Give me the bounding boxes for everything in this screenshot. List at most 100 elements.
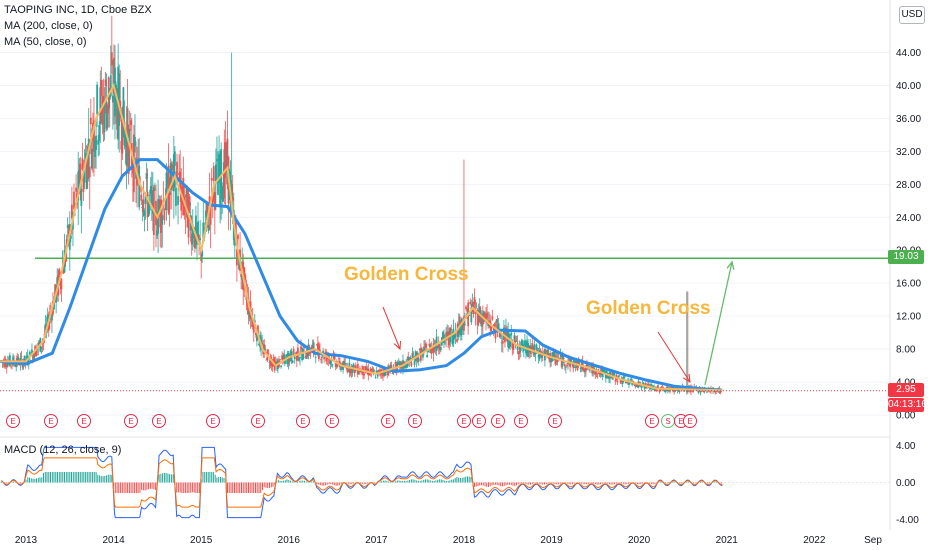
candle-body: [621, 381, 624, 384]
candle-body: [617, 375, 620, 379]
candle-body: [199, 238, 202, 241]
candle-body: [495, 319, 498, 323]
candle-body: [220, 149, 223, 194]
candle-body: [178, 173, 181, 176]
time-tick-label: 2022: [803, 535, 826, 546]
candle-body: [113, 57, 115, 94]
candle-body: [714, 390, 717, 393]
candle-body: [522, 348, 525, 351]
candle-body: [121, 107, 124, 154]
candle-body: [134, 136, 136, 147]
candle-body: [480, 313, 483, 327]
candle-body: [103, 102, 106, 133]
candle-body: [120, 140, 123, 150]
earnings-marker: [514, 414, 528, 428]
candle-body: [88, 166, 91, 178]
candle-body: [46, 314, 49, 325]
candle-body: [309, 350, 312, 354]
macd-tick-label: -4.00: [896, 515, 919, 526]
candle-body: [408, 357, 411, 362]
earnings-marker: [457, 414, 471, 428]
time-tick-label: 2021: [716, 535, 739, 546]
candle-body: [23, 355, 26, 365]
macd-axis: 4.00 0.00 -4.00: [896, 441, 919, 526]
candle-body: [602, 368, 605, 372]
candle-body: [488, 320, 491, 323]
candle-body: [341, 365, 343, 369]
earnings-marker: [206, 414, 220, 428]
candle-body: [283, 354, 286, 360]
earnings-marker: [124, 414, 138, 428]
candle-body: [459, 326, 462, 336]
candle-body: [636, 386, 639, 388]
candle-body: [104, 79, 107, 87]
candle-body: [329, 360, 332, 365]
candle-body: [483, 311, 485, 322]
candle-body: [570, 359, 573, 363]
candle-body: [352, 363, 355, 368]
earnings-marker: [472, 414, 486, 428]
candle-body: [221, 190, 224, 200]
candle-body: [424, 344, 426, 346]
candle-body: [391, 373, 394, 375]
candle-body: [614, 380, 617, 382]
candle-body: [136, 170, 138, 186]
candle-body: [60, 279, 63, 290]
candle-body: [538, 349, 541, 360]
candle-body: [82, 173, 85, 192]
candle-body: [517, 351, 520, 354]
earnings-marker-label: E: [495, 417, 500, 426]
candle-body: [333, 355, 336, 360]
candle-body: [123, 121, 126, 146]
candle-body: [213, 192, 216, 211]
candle-body: [279, 359, 281, 360]
candle-body: [678, 388, 681, 393]
candle-body: [83, 166, 86, 183]
candle-body: [508, 333, 511, 349]
macd-tick-label: 4.00: [896, 441, 916, 452]
candle-body: [281, 355, 284, 360]
candle-body: [583, 370, 586, 373]
candle-body: [195, 215, 197, 246]
candle-body: [191, 224, 194, 239]
candle-body: [524, 340, 526, 346]
candle-body: [144, 194, 147, 204]
candle-body: [304, 356, 307, 358]
candle-body: [95, 135, 97, 150]
candle-body: [646, 383, 649, 386]
candle-body: [96, 84, 99, 115]
candle-body: [372, 370, 375, 373]
candle-body: [288, 355, 291, 363]
candle-body: [463, 316, 465, 331]
earnings-marker-label: E: [10, 417, 15, 426]
candle-body: [78, 169, 81, 193]
candle-body: [165, 172, 168, 211]
candle-body: [427, 349, 430, 353]
candle-body: [150, 194, 153, 203]
candle-body: [630, 378, 632, 381]
candle-body: [197, 221, 199, 243]
candle-body: [542, 353, 545, 354]
candle-body: [180, 190, 183, 211]
candle-body: [51, 312, 53, 321]
earnings-marker-label: E: [649, 417, 654, 426]
candle-body: [663, 388, 666, 392]
candle-body: [161, 215, 164, 225]
candle-body: [462, 324, 464, 326]
candle-body: [437, 343, 440, 349]
candle-body: [556, 358, 559, 363]
currency-badge[interactable]: USD: [899, 6, 925, 24]
earnings-marker-label: E: [329, 417, 334, 426]
candle-body: [255, 334, 258, 342]
candle-body: [186, 188, 189, 228]
candle-body: [33, 354, 35, 359]
symbol-title: TAOPING INC, 1D, Cboe BZX: [4, 4, 152, 16]
candle-body: [206, 202, 209, 214]
candle-body: [446, 331, 449, 333]
candle-body: [208, 196, 211, 209]
candle-body: [506, 329, 508, 341]
candle-body: [531, 343, 534, 352]
candle-body: [620, 379, 623, 382]
candle-body: [368, 373, 371, 376]
candle-body: [261, 342, 264, 345]
